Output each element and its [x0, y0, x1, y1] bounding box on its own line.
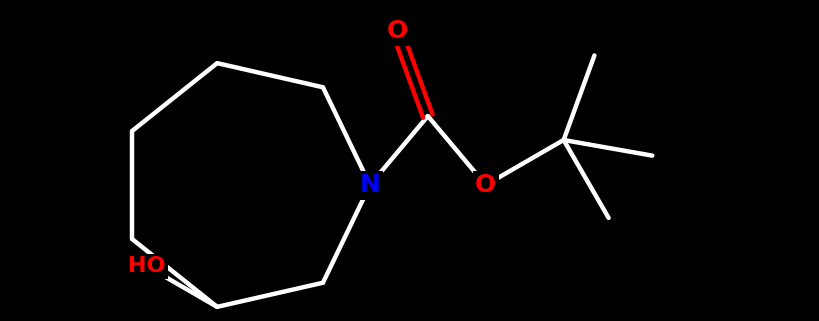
Text: O: O: [387, 20, 408, 43]
Text: O: O: [475, 173, 496, 197]
Text: HO: HO: [129, 256, 165, 276]
Text: N: N: [360, 173, 381, 197]
